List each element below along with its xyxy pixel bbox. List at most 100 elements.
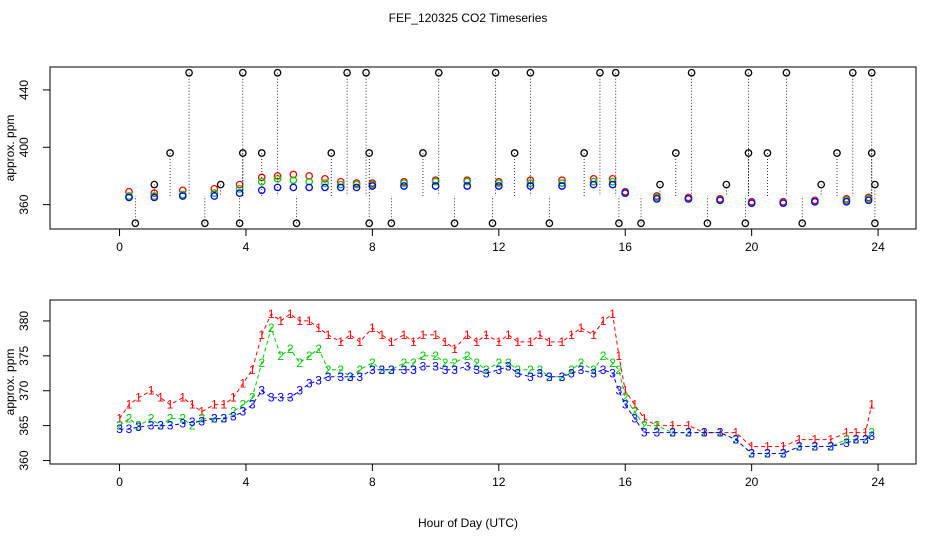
top-point-series-outlier (434, 68, 443, 77)
bottom-point-series-1: 1 (843, 426, 850, 440)
bottom-point-series-2: 2 (483, 363, 490, 377)
bottom-point-series-3: 3 (590, 366, 597, 380)
bottom-point-series-2: 2 (537, 363, 544, 377)
bottom-point-series-1: 1 (198, 405, 205, 419)
top-point-series-outlier (238, 149, 247, 157)
bottom-point-series-3: 3 (616, 384, 623, 398)
bottom-point-series-3: 3 (514, 366, 521, 380)
top-point-series-1 (321, 174, 329, 183)
bottom-point-series-2: 2 (717, 426, 724, 440)
top-point-series-outlier (491, 68, 500, 77)
bottom-point-series-2: 2 (356, 363, 363, 377)
bottom-point-series-3: 3 (410, 363, 417, 377)
bottom-y-tick-label: 370 (17, 380, 31, 400)
top-point-series-3 (494, 182, 503, 190)
bottom-series-2-line (119, 326, 873, 455)
top-point-series-outlier (763, 149, 772, 157)
top-point-series-2 (400, 179, 408, 187)
bottom-point-series-1: 1 (135, 391, 142, 405)
top-point-series-3 (589, 180, 598, 189)
bottom-point-series-3: 3 (578, 363, 585, 377)
bottom-point-series-1: 1 (733, 426, 740, 440)
top-point-series-outlier (131, 219, 140, 228)
top-point-series-2 (558, 179, 566, 187)
bottom-point-series-1: 1 (527, 335, 534, 349)
top-point-series-outlier (871, 180, 879, 189)
bottom-point-series-2: 2 (420, 349, 427, 363)
bottom-point-series-2: 2 (116, 419, 123, 433)
bottom-point-series-1: 1 (546, 335, 553, 349)
bottom-point-series-3: 3 (717, 426, 724, 440)
bottom-point-series-3: 3 (230, 410, 237, 424)
bottom-point-series-1: 1 (616, 349, 623, 363)
top-point-series-1 (336, 177, 345, 186)
bottom-point-series-3: 3 (483, 366, 490, 380)
bottom-point-series-3: 3 (653, 426, 660, 440)
bottom-point-series-2: 2 (432, 349, 439, 363)
bottom-point-series-2: 2 (451, 356, 458, 370)
bottom-point-series-1: 1 (410, 335, 417, 349)
bottom-point-series-1: 1 (268, 307, 275, 321)
top-panel: approx. ppm 0 4 8 12 16 20 24 360 400 440 (3, 66, 917, 254)
bottom-point-series-3: 3 (126, 422, 133, 436)
bottom-point-series-1: 1 (277, 314, 284, 328)
bottom-point-series-2: 2 (287, 342, 294, 356)
top-point-series-1 (305, 172, 314, 180)
bottom-point-series-1: 1 (505, 328, 512, 342)
bottom-y-tick-label: 375 (17, 345, 31, 365)
bottom-point-series-3: 3 (843, 436, 850, 450)
bottom-point-series-2: 2 (843, 433, 850, 447)
bottom-point-series-2: 2 (442, 356, 449, 370)
top-panel-frame (49, 66, 917, 230)
bottom-point-series-3: 3 (546, 370, 553, 384)
top-point-series-outlier (257, 149, 266, 157)
bottom-point-series-3: 3 (748, 447, 755, 461)
top-marks (125, 68, 879, 228)
bottom-point-series-1: 1 (451, 342, 458, 356)
bottom-point-series-3: 3 (211, 412, 218, 426)
bottom-y-tick-label: 365 (17, 415, 31, 435)
top-x-tick-label: 4 (243, 240, 250, 254)
top-point-series-outlier (741, 219, 750, 228)
bottom-point-series-2: 2 (653, 419, 660, 433)
bottom-point-series-3: 3 (827, 440, 834, 454)
bottom-point-series-1: 1 (306, 314, 313, 328)
bottom-point-series-2: 2 (230, 405, 237, 419)
bottom-point-series-1: 1 (157, 391, 164, 405)
bottom-point-series-3: 3 (369, 363, 376, 377)
top-point-series-3 (526, 182, 535, 190)
top-point-series-outlier (611, 68, 620, 77)
bottom-point-series-1: 1 (568, 328, 575, 342)
top-point-series-2 (257, 177, 266, 186)
top-point-series-3 (684, 195, 693, 203)
top-point-series-3 (652, 195, 661, 203)
top-point-series-3 (747, 199, 756, 208)
bottom-point-series-2: 2 (590, 363, 597, 377)
top-point-series-outlier (185, 68, 193, 77)
bottom-point-series-2: 2 (126, 412, 133, 426)
bottom-panel-frame (49, 299, 917, 465)
bottom-point-series-1: 1 (609, 307, 616, 321)
bottom-point-series-3: 3 (249, 398, 256, 412)
bottom-point-series-1: 1 (379, 328, 386, 342)
bottom-point-series-3: 3 (442, 363, 449, 377)
top-point-series-3 (431, 182, 440, 190)
bottom-point-series-2: 2 (862, 433, 869, 447)
bottom-point-series-2: 2 (464, 349, 471, 363)
bottom-point-series-3: 3 (464, 359, 471, 373)
bottom-point-series-2: 2 (827, 440, 834, 454)
top-x-tick-label: 8 (369, 240, 376, 254)
bottom-point-series-2: 2 (179, 412, 186, 426)
top-point-series-2 (352, 180, 361, 189)
bottom-point-series-2: 2 (546, 370, 553, 384)
bottom-point-series-1: 1 (514, 335, 521, 349)
bottom-point-series-1: 1 (239, 377, 246, 391)
top-point-series-1 (289, 170, 298, 179)
bottom-point-series-1: 1 (862, 426, 869, 440)
top-point-series-outlier (687, 68, 696, 77)
top-point-series-2 (210, 189, 219, 198)
top-point-series-outlier (365, 219, 374, 228)
top-point-series-outlier (362, 68, 370, 77)
top-point-series-outlier (273, 68, 282, 77)
bottom-x-tick-label: 4 (243, 475, 250, 489)
